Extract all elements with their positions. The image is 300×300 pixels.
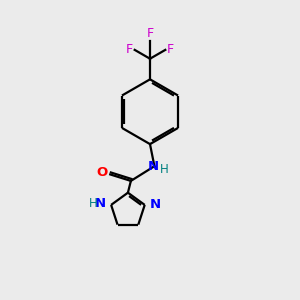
Text: N: N [147,160,158,173]
Text: H: H [160,163,168,176]
Text: N: N [95,197,106,210]
Text: F: F [126,43,133,56]
Text: O: O [96,167,107,179]
Text: H: H [89,197,98,210]
Text: F: F [167,43,174,56]
Text: F: F [146,27,154,40]
Text: N: N [150,198,161,211]
